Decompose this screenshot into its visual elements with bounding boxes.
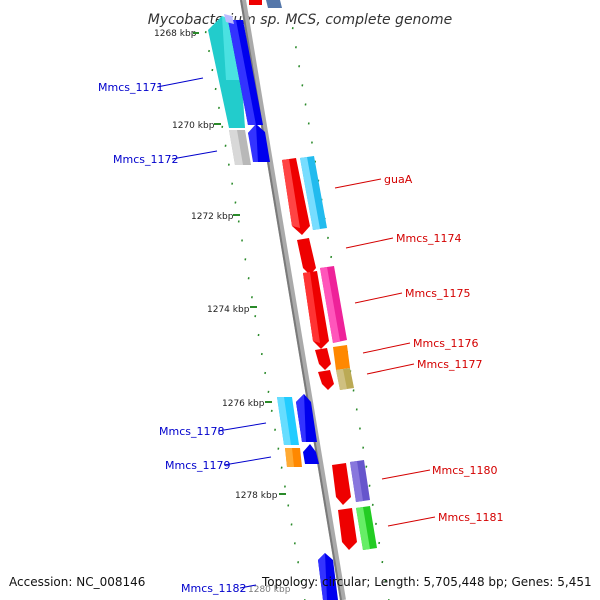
gene-guaA-cyan[interactable] — [300, 156, 327, 230]
kbp-label-1278: 1278 kbp — [235, 491, 278, 501]
gene-label-mmcs-1178[interactable]: Mmcs_1178 — [159, 425, 224, 438]
gene-mmcs-1175-magenta[interactable] — [320, 266, 347, 343]
gene-label-mmcs-1179[interactable]: Mmcs_1179 — [165, 459, 230, 472]
gene-mmcs-1179-blue[interactable] — [303, 444, 319, 464]
gene-label-mmcs-1181[interactable]: Mmcs_1181 — [438, 511, 503, 524]
gene-mmcs-1181-green[interactable] — [356, 506, 377, 550]
map-title: Mycobacterium sp. MCS, complete genome — [148, 12, 453, 28]
gene-label-mmcs-1171[interactable]: Mmcs_1171 — [98, 81, 163, 94]
gene-mmcs-1176-orange[interactable] — [333, 345, 350, 370]
gene-mmcs-1178-cyan[interactable] — [277, 397, 299, 445]
scale-ticks-left — [204, 31, 306, 600]
gene-top-partial[interactable] — [249, 0, 282, 8]
kbp-label-1280: 1280 kbp — [248, 585, 291, 595]
gene-label-mmcs-1177[interactable]: Mmcs_1177 — [417, 358, 482, 371]
kbp-label-1272: 1272 kbp — [191, 212, 234, 222]
gene-mmcs-1182-blue[interactable] — [318, 553, 338, 600]
gene-mmcs-1178-blue[interactable] — [296, 394, 317, 442]
gene-label-mmcs-1175[interactable]: Mmcs_1175 — [405, 287, 470, 300]
kbp-label-1274: 1274 kbp — [207, 305, 250, 315]
gene-label-mmcs-1172[interactable]: Mmcs_1172 — [113, 153, 178, 166]
gene-mmcs-1175-red[interactable] — [303, 271, 329, 349]
gene-label-mmcs-1174[interactable]: Mmcs_1174 — [396, 232, 461, 245]
gene-mmcs-1176-red[interactable] — [315, 348, 331, 370]
gene-mmcs-1174-red[interactable] — [297, 238, 316, 275]
gene-label-mmcs-1176[interactable]: Mmcs_1176 — [413, 337, 478, 350]
gene-mmcs-1177-red[interactable] — [318, 370, 334, 390]
gene-guaA-red[interactable] — [282, 158, 310, 235]
gene-mmcs-1180-red[interactable] — [332, 463, 351, 505]
gene-mmcs-1177-olive[interactable] — [336, 368, 354, 390]
gene-mmcs-1172-gray[interactable] — [229, 130, 251, 165]
kbp-label-1270: 1270 kbp — [172, 121, 215, 131]
leader-lines — [156, 77, 436, 589]
kbp-label-1268: 1268 kbp — [154, 29, 197, 39]
gene-mmcs-1180-purple[interactable] — [350, 460, 370, 502]
gene-mmcs-1171-blue[interactable] — [224, 14, 263, 125]
kbp-label-1276: 1276 kbp — [222, 399, 265, 409]
gene-mmcs-1181-red[interactable] — [338, 508, 357, 550]
gene-label-mmcs-1182[interactable]: Mmcs_1182 — [181, 582, 246, 595]
gene-mmcs-1179-orange[interactable] — [285, 448, 302, 467]
gene-label-mmcs-1180[interactable]: Mmcs_1180 — [432, 464, 497, 477]
topology-text: Topology: circular; Length: 5,705,448 bp… — [261, 575, 592, 589]
gene-label-guaA[interactable]: guaA — [384, 173, 413, 186]
gene-mmcs-1172-blue[interactable] — [248, 124, 270, 162]
accession-text: Accession: NC_008146 — [9, 575, 145, 589]
